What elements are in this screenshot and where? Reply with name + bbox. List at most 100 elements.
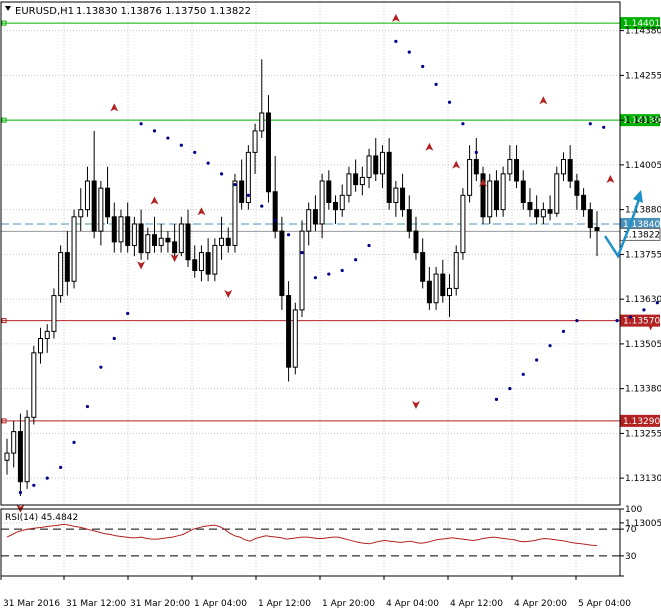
candle-bear [272,191,278,232]
candle-bear [420,252,426,282]
candle-bull [252,130,258,153]
candle-bull [487,180,493,218]
candle-bull [292,309,298,368]
y-tick-label: 1.13255 [625,429,661,439]
candle-bear [493,180,499,211]
y-tick-label: 1.13130 [625,474,661,484]
candle-bear [587,209,593,229]
level-anchor [1,418,7,424]
sar-dot [602,125,606,129]
fractal-down-icon [170,254,179,263]
candle-bull [44,330,50,340]
sar-dot [588,122,592,126]
fractal-up-icon [425,142,434,151]
candle-bear [547,209,553,214]
candle-bull [447,287,452,297]
x-tick-label: 4 Apr 20:00 [514,599,567,609]
sar-dot [340,268,344,273]
candle-bear [105,187,111,218]
candle-bear [520,180,526,203]
sar-dot [219,172,224,176]
candle-bear [581,194,587,211]
candle-bull [460,194,466,254]
rsi-tick-label: 30 [625,552,637,562]
sar-dot [367,243,371,248]
sar-dot [286,233,291,237]
sar-dot [642,308,646,312]
candle-bear [185,223,191,261]
fractal-down-icon [411,400,420,409]
candle-bull [131,223,137,246]
candle-bull [219,237,225,246]
y-tick-label: 1.13755 [625,250,661,260]
rsi-tick-label: 100 [625,505,642,515]
candle-bull [38,338,44,354]
candle-bear [406,209,412,232]
fractal-up-icon [150,196,159,205]
x-tick-label: 1 Apr 20:00 [322,599,375,609]
sar-dot [655,301,659,305]
candle-bull [433,273,439,304]
rsi-line [6,523,598,546]
candle-bull [118,216,124,243]
candle-bull [467,159,473,196]
y-tick-label: 1.14380 [625,27,661,37]
candle-bear [152,234,157,246]
candle-bull [212,244,218,275]
sar-dot [474,150,478,154]
fractal-down-icon [646,322,655,331]
x-tick-label: 5 Apr 04:00 [578,599,631,609]
sar-dot [273,218,277,222]
candle-bear [594,227,600,231]
candle-bear [205,252,211,275]
candle-bull [71,216,77,282]
y-tick-label: 1.13005 [625,519,661,529]
fractal-down-icon [137,261,146,270]
candle-bull [58,252,64,297]
candle-bear [64,252,70,282]
sar-dot [407,50,411,54]
candle-bull [145,234,151,254]
fractal-up-icon [110,103,119,112]
sar-dot [327,272,331,276]
candle-bear [192,259,198,272]
parabolic-sar [18,39,659,495]
sar-dot [45,476,49,480]
fractal-up-icon [539,96,548,105]
candle-bear [279,230,285,297]
y-tick-label: 1.14130 [625,116,661,126]
sar-dot [59,465,63,470]
y-tick-label: 1.14255 [625,71,661,81]
sar-dot [166,136,170,140]
level-tag [620,114,660,127]
candle-bear [265,112,271,193]
sar-dot [434,82,438,86]
candle-bull [51,295,57,332]
fractal-up-icon [606,175,615,184]
candle-bear [286,295,292,368]
candle-bear [514,159,520,182]
candle-bear [534,209,540,218]
sar-dot [260,204,264,208]
candle-bull [78,209,84,218]
sar-dot [72,440,76,444]
ohlc-label: 1.13830 1.13876 1.13750 1.13822 [76,6,251,17]
candle-bear [111,216,117,243]
candle-bear [440,273,446,297]
x-tick-label: 31 Mar 2016 [3,599,60,609]
rsi-label: RSI(14) 45.4842 [5,513,78,523]
forecast-arrow-icon [603,190,643,259]
x-tick-label: 31 Mar 12:00 [66,599,126,609]
candle-bull [232,180,238,246]
sar-dot [179,143,183,147]
dropdown-triangle-icon[interactable] [5,6,11,11]
sar-dot [561,329,566,333]
sar-dot [193,150,197,154]
level-tag [620,17,660,30]
candle-bull [158,237,164,246]
y-tick-label: 1.13880 [625,206,661,216]
sar-dot [246,193,250,197]
sar-dot [615,319,619,323]
sar-dot [152,129,157,133]
